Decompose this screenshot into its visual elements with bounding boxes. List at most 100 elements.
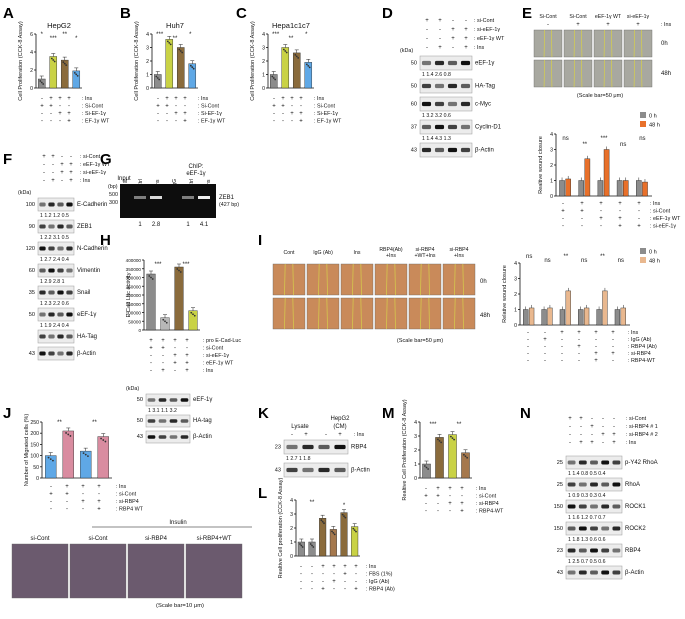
lane-label: Ctrl [189,179,195,187]
blot-band [460,124,471,130]
significance: ****** [154,262,190,268]
legend-label: 0 h [649,250,657,256]
significance-mark: * [41,32,44,38]
y-tick-label: 1 [414,462,417,468]
image-tile [563,29,593,58]
blot-band [57,224,64,229]
bar [602,290,608,326]
blot-band [590,460,598,465]
image-tile [374,297,408,330]
blot-band [318,444,330,450]
condition-sign: - [41,96,43,102]
blot-stack: (kDa) 50 eEF-1γ 1 1.4 2.6 0.8 50 HA-Tag 60 c-My… [400,48,502,158]
band-quant: 1 1.6 1.2 0.7 0.7 [568,515,606,521]
blot-band [434,83,445,89]
marker-size: 500 [109,192,118,198]
condition-sign: - [580,432,582,438]
legend-label: 48 h [649,259,660,265]
condition-sign: - [82,507,84,513]
bar [596,309,602,326]
protein-label: HA-tag [193,418,212,424]
image-tile [442,297,476,330]
condition-sign: - [273,119,275,125]
y-tick-label: 2 [262,59,265,65]
condition-sign: - [175,104,177,110]
data-point [53,60,56,63]
blot-band [158,398,167,402]
blot-band [578,526,587,531]
condition-sign: + [58,96,62,102]
image-column-header: si-RBP4 [449,247,468,253]
chart-a: HepG2 Cell Proliferation (CCK-8 Assay) 0 2 4… [18,21,110,125]
condition-sign: - [527,358,529,364]
blot-band [421,101,432,107]
condition-label: : Si-EF-1γ [82,111,106,117]
data-point [75,73,78,76]
blot-stack: 23 RBP4 1 2.7 1 1.8 43 β-Actin [275,439,370,478]
bar [448,434,457,479]
condition-label: : si-RBP4 [476,501,499,507]
significance-mark: ns [639,136,645,142]
wound-edge [292,263,294,296]
molecular-weight: 43 [557,570,563,576]
legend-swatch [640,112,646,118]
blot-band [286,467,298,473]
molecular-weight: 43 [29,351,35,357]
significance: ****** [272,32,308,42]
condition-sign: - [333,572,335,578]
significance-mark: * [75,36,78,42]
condition-sign: + [425,18,429,24]
condition-sign: + [464,45,468,51]
condition-sign: + [436,486,440,492]
blot-band [66,268,73,273]
protein-label: HA-Tag [77,334,97,340]
blot-band [39,268,46,273]
condition-sign: - [344,587,346,593]
condition-sign: - [527,330,529,336]
lane-label: Ins [206,179,212,186]
blot-band [447,124,458,130]
blot-band [158,419,167,423]
condition-sign: - [66,507,68,513]
condition-sign: + [149,338,153,344]
blot-strip [37,263,75,278]
condition-sign: - [426,27,428,33]
y-tick-label: 1 [550,179,553,185]
blot-band [567,482,576,487]
condition-sign: - [613,424,615,430]
condition-label: : si-Cont [474,18,495,24]
condition-sign: - [425,501,427,507]
panel-letter-n: N [520,405,531,422]
molecular-weight: 100 [26,202,35,208]
blot-band [434,60,445,66]
data-point [300,544,303,547]
blot-band [48,224,55,229]
condition-sign: - [43,162,45,168]
blot-band [318,467,330,473]
data-point [42,83,45,85]
bar [565,178,571,197]
condition-label: : Ins [628,330,638,336]
condition-sign: - [41,111,43,117]
y-tick-label: 0 [262,86,265,92]
significance-mark: ** [582,142,587,148]
wound-edge [428,263,430,296]
wound-edge [386,263,388,296]
condition-sign: - [638,216,640,222]
y-axis-label: Cell Proliferation (CCK-8 Assay) [134,21,140,101]
condition-sign: + [618,216,622,222]
y-tick-label: 400000 [126,258,142,263]
condition-sign: + [174,96,178,102]
condition-label: : si-eEF-1γ [650,224,676,230]
condition-sign: + [637,224,641,230]
y-tick-label: 4 [262,32,265,38]
condition-label: : EF-1γ WT [82,119,110,125]
condition-sign: + [577,330,581,336]
condition-sign: + [594,351,598,357]
y-tick-label: 0 [30,86,33,92]
condition-sign: - [300,104,302,110]
condition-sign: - [355,579,357,585]
bar [174,266,184,331]
condition-sign: + [65,484,69,490]
